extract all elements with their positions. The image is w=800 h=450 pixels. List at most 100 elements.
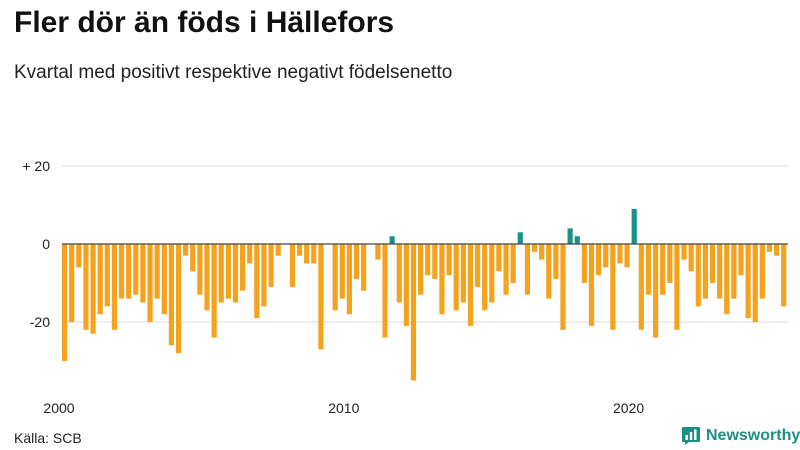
bar-31 bbox=[275, 244, 281, 256]
bar-55 bbox=[446, 244, 452, 276]
bar-34 bbox=[296, 244, 303, 256]
bar-6 bbox=[97, 244, 103, 315]
bar-74 bbox=[581, 244, 587, 283]
bar-18 bbox=[183, 244, 189, 256]
bar-91 bbox=[702, 244, 708, 299]
bar-68 bbox=[539, 244, 545, 260]
y-tick-label: 0 bbox=[42, 236, 50, 252]
bar-99 bbox=[759, 244, 765, 299]
bar-33 bbox=[289, 244, 296, 287]
y-tick-label: + 20 bbox=[22, 158, 50, 174]
bar-9 bbox=[118, 244, 125, 299]
bar-62 bbox=[496, 244, 502, 272]
bar-30 bbox=[268, 244, 274, 287]
bar-79 bbox=[617, 244, 623, 264]
bar-43 bbox=[361, 244, 367, 291]
bar-71 bbox=[560, 244, 566, 330]
bar-60 bbox=[482, 244, 488, 311]
bar-69 bbox=[546, 244, 552, 299]
bar-78 bbox=[610, 244, 616, 330]
bar-35 bbox=[304, 244, 310, 264]
bar-87 bbox=[674, 244, 680, 330]
bar-93 bbox=[717, 244, 723, 299]
bar-61 bbox=[489, 244, 495, 303]
bar-22 bbox=[211, 244, 217, 338]
bar-26 bbox=[240, 244, 246, 291]
bar-24 bbox=[225, 244, 231, 299]
bars bbox=[62, 208, 788, 381]
bar-25 bbox=[232, 244, 239, 303]
bar-40 bbox=[339, 244, 345, 299]
bar-39 bbox=[332, 244, 338, 311]
x-tick-label-2000: 2000 bbox=[43, 400, 74, 416]
bar-52 bbox=[425, 244, 431, 276]
bar-49 bbox=[403, 244, 409, 326]
bar-67 bbox=[531, 244, 538, 252]
bar-chart: + 20 0 -20 2000 2010 2020 bbox=[22, 158, 788, 416]
bar-70 bbox=[553, 244, 559, 280]
bar-97 bbox=[745, 244, 751, 319]
bar-42 bbox=[353, 244, 360, 280]
bar-59 bbox=[474, 244, 481, 287]
bar-45 bbox=[375, 244, 381, 260]
bar-73 bbox=[574, 236, 580, 244]
bar-29 bbox=[261, 244, 267, 307]
bar-53 bbox=[432, 244, 438, 280]
bar-96 bbox=[738, 244, 744, 276]
bar-50 bbox=[410, 244, 417, 381]
bar-1 bbox=[62, 244, 68, 361]
newsworthy-brand[interactable]: Newsworthy bbox=[681, 426, 800, 446]
x-tick-label-2010: 2010 bbox=[328, 400, 359, 416]
bar-86 bbox=[667, 244, 673, 283]
bar-63 bbox=[503, 244, 509, 295]
bar-19 bbox=[190, 244, 196, 272]
bar-94 bbox=[724, 244, 730, 315]
bar-100 bbox=[766, 244, 773, 252]
bar-95 bbox=[731, 244, 737, 299]
bar-82 bbox=[638, 244, 644, 330]
bar-80 bbox=[624, 244, 630, 268]
bar-66 bbox=[524, 244, 530, 295]
bar-5 bbox=[90, 244, 96, 334]
bar-98 bbox=[752, 244, 758, 322]
bar-89 bbox=[688, 244, 694, 272]
bar-12 bbox=[140, 244, 146, 303]
bar-13 bbox=[147, 244, 153, 322]
bar-2 bbox=[69, 244, 75, 322]
bar-16 bbox=[168, 244, 174, 346]
chart-title: Fler dör än föds i Hällefors bbox=[14, 6, 395, 39]
bar-58 bbox=[467, 244, 474, 326]
bar-56 bbox=[453, 244, 459, 311]
bar-15 bbox=[161, 244, 167, 315]
bar-3 bbox=[76, 244, 82, 268]
axis-labels: + 20 0 -20 2000 2010 2020 bbox=[22, 158, 644, 416]
bar-4 bbox=[83, 244, 89, 330]
bar-23 bbox=[218, 244, 224, 303]
bar-83 bbox=[645, 244, 652, 295]
brand-name: Newsworthy bbox=[706, 427, 800, 444]
bar-51 bbox=[418, 244, 424, 295]
bar-102 bbox=[781, 244, 787, 307]
bar-7 bbox=[104, 244, 110, 307]
bar-84 bbox=[652, 244, 659, 338]
newsworthy-logo-icon bbox=[682, 427, 700, 445]
bar-65 bbox=[517, 232, 523, 244]
bar-27 bbox=[247, 244, 253, 264]
bar-57 bbox=[460, 244, 466, 303]
bar-76 bbox=[596, 244, 602, 276]
bar-90 bbox=[695, 244, 701, 307]
bar-64 bbox=[510, 244, 516, 283]
bar-88 bbox=[681, 244, 687, 260]
bar-92 bbox=[709, 244, 716, 283]
bar-21 bbox=[204, 244, 210, 311]
bar-101 bbox=[774, 244, 780, 256]
chart-subtitle: Kvartal med positivt respektive negativt… bbox=[14, 62, 453, 83]
bar-28 bbox=[254, 244, 260, 319]
bar-10 bbox=[126, 244, 132, 299]
bar-75 bbox=[588, 244, 595, 326]
bar-72 bbox=[567, 228, 573, 244]
bar-54 bbox=[439, 244, 445, 315]
bar-46 bbox=[382, 244, 388, 338]
bar-17 bbox=[175, 244, 182, 354]
bar-41 bbox=[346, 244, 352, 315]
